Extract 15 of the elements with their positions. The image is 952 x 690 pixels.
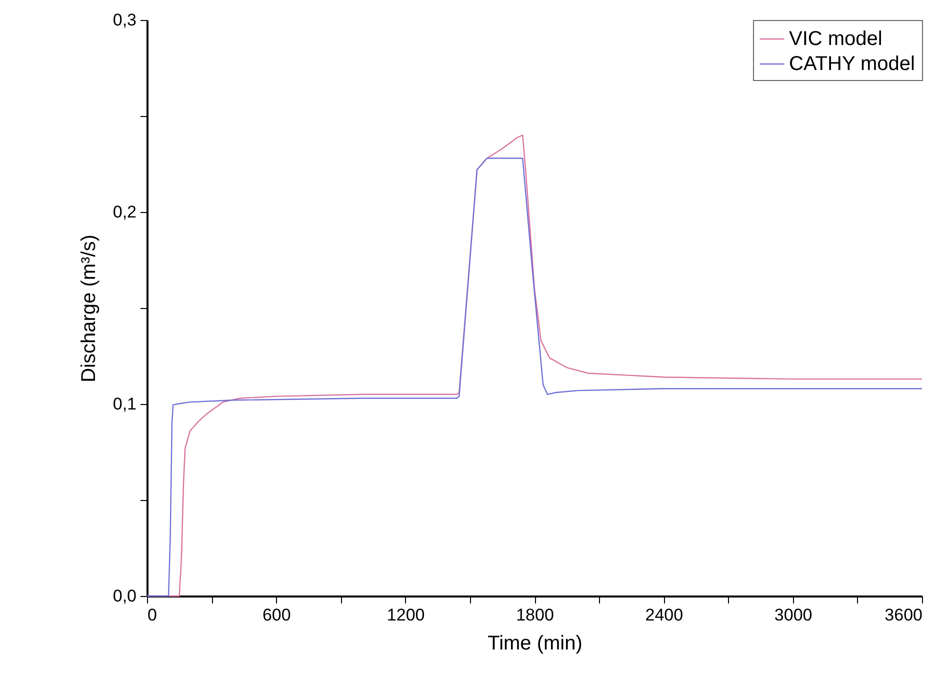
y-tick-label: 0,0	[112, 586, 136, 606]
x-tick-label: 0	[148, 606, 157, 624]
y-tick-label: 0,3	[112, 10, 136, 30]
y-tick-label: 0,1	[112, 394, 136, 414]
legend-label: CATHY model	[789, 53, 915, 75]
x-axis-title: Time (min)	[488, 632, 582, 654]
x-tick-label: 1200	[386, 606, 425, 624]
x-tick-label: 2400	[645, 606, 684, 624]
x-tick-label: 3000	[774, 606, 812, 624]
x-tick-label: 3600	[884, 606, 922, 624]
x-tick-label: 1800	[516, 606, 554, 624]
legend-label: VIC model	[789, 28, 882, 50]
y-tick-label: 0,2	[112, 202, 136, 222]
x-tick-label: 600	[262, 606, 291, 624]
y-axis-title: Discharge (m³/s)	[78, 234, 100, 382]
